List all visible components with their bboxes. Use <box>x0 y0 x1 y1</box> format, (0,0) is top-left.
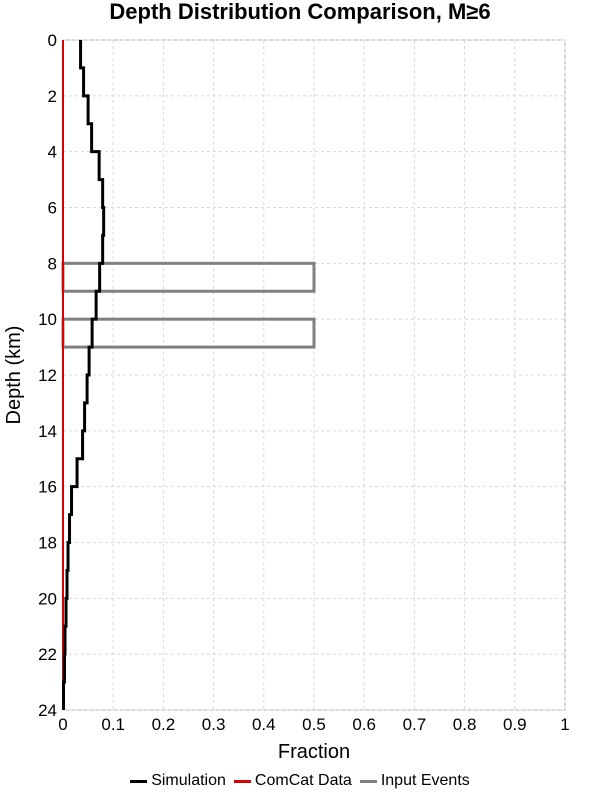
legend-label-simulation: Simulation <box>151 772 226 789</box>
x-tick-label: 0.3 <box>202 715 226 734</box>
legend-swatch-comcat <box>233 779 251 783</box>
y-tick-label: 20 <box>38 589 57 608</box>
y-tick-label: 0 <box>48 31 57 50</box>
y-tick-label: 2 <box>48 87 57 106</box>
legend-label-input-events: Input Events <box>380 772 470 789</box>
legend-item-simulation: Simulation <box>130 772 226 790</box>
y-tick-label: 24 <box>38 701 57 720</box>
y-tick-label: 8 <box>48 254 57 273</box>
simulation-line <box>62 40 106 710</box>
x-tick-labels: 0 0.1 0.2 0.3 0.4 0.5 0.6 0.7 0.8 0.9 1 <box>58 715 569 734</box>
x-tick-label: 0.2 <box>152 715 176 734</box>
y-tick-label: 14 <box>38 422 57 441</box>
y-axis-label: Depth (km) <box>3 326 25 425</box>
x-tick-label: 0.4 <box>252 715 276 734</box>
legend-item-input-events: Input Events <box>359 772 470 790</box>
legend-swatch-input-events <box>359 779 377 783</box>
x-tick-label: 0.6 <box>352 715 376 734</box>
y-tick-label: 18 <box>38 534 57 553</box>
x-tick-label: 0.8 <box>453 715 477 734</box>
y-tick-label: 12 <box>38 366 57 385</box>
y-tick-label: 6 <box>48 199 57 218</box>
legend-item-comcat: ComCat Data <box>233 772 352 790</box>
x-tick-label: 0.1 <box>101 715 125 734</box>
x-tick-label: 1 <box>560 715 569 734</box>
y-tick-label: 4 <box>48 143 57 162</box>
legend: Simulation ComCat Data Input Events <box>0 772 600 790</box>
legend-label-comcat: ComCat Data <box>254 772 352 789</box>
x-tick-label: 0 <box>58 715 67 734</box>
chart-title: Depth Distribution Comparison, M≥6 <box>109 0 490 24</box>
y-tick-label: 22 <box>38 645 57 664</box>
legend-swatch-simulation <box>130 779 148 783</box>
series-lines <box>62 40 106 710</box>
y-tick-label: 10 <box>38 310 57 329</box>
x-tick-label: 0.7 <box>403 715 427 734</box>
x-tick-label: 0.9 <box>503 715 527 734</box>
x-tick-label: 0.5 <box>302 715 326 734</box>
y-tick-label: 16 <box>38 478 57 497</box>
x-axis-label: Fraction <box>278 741 350 763</box>
